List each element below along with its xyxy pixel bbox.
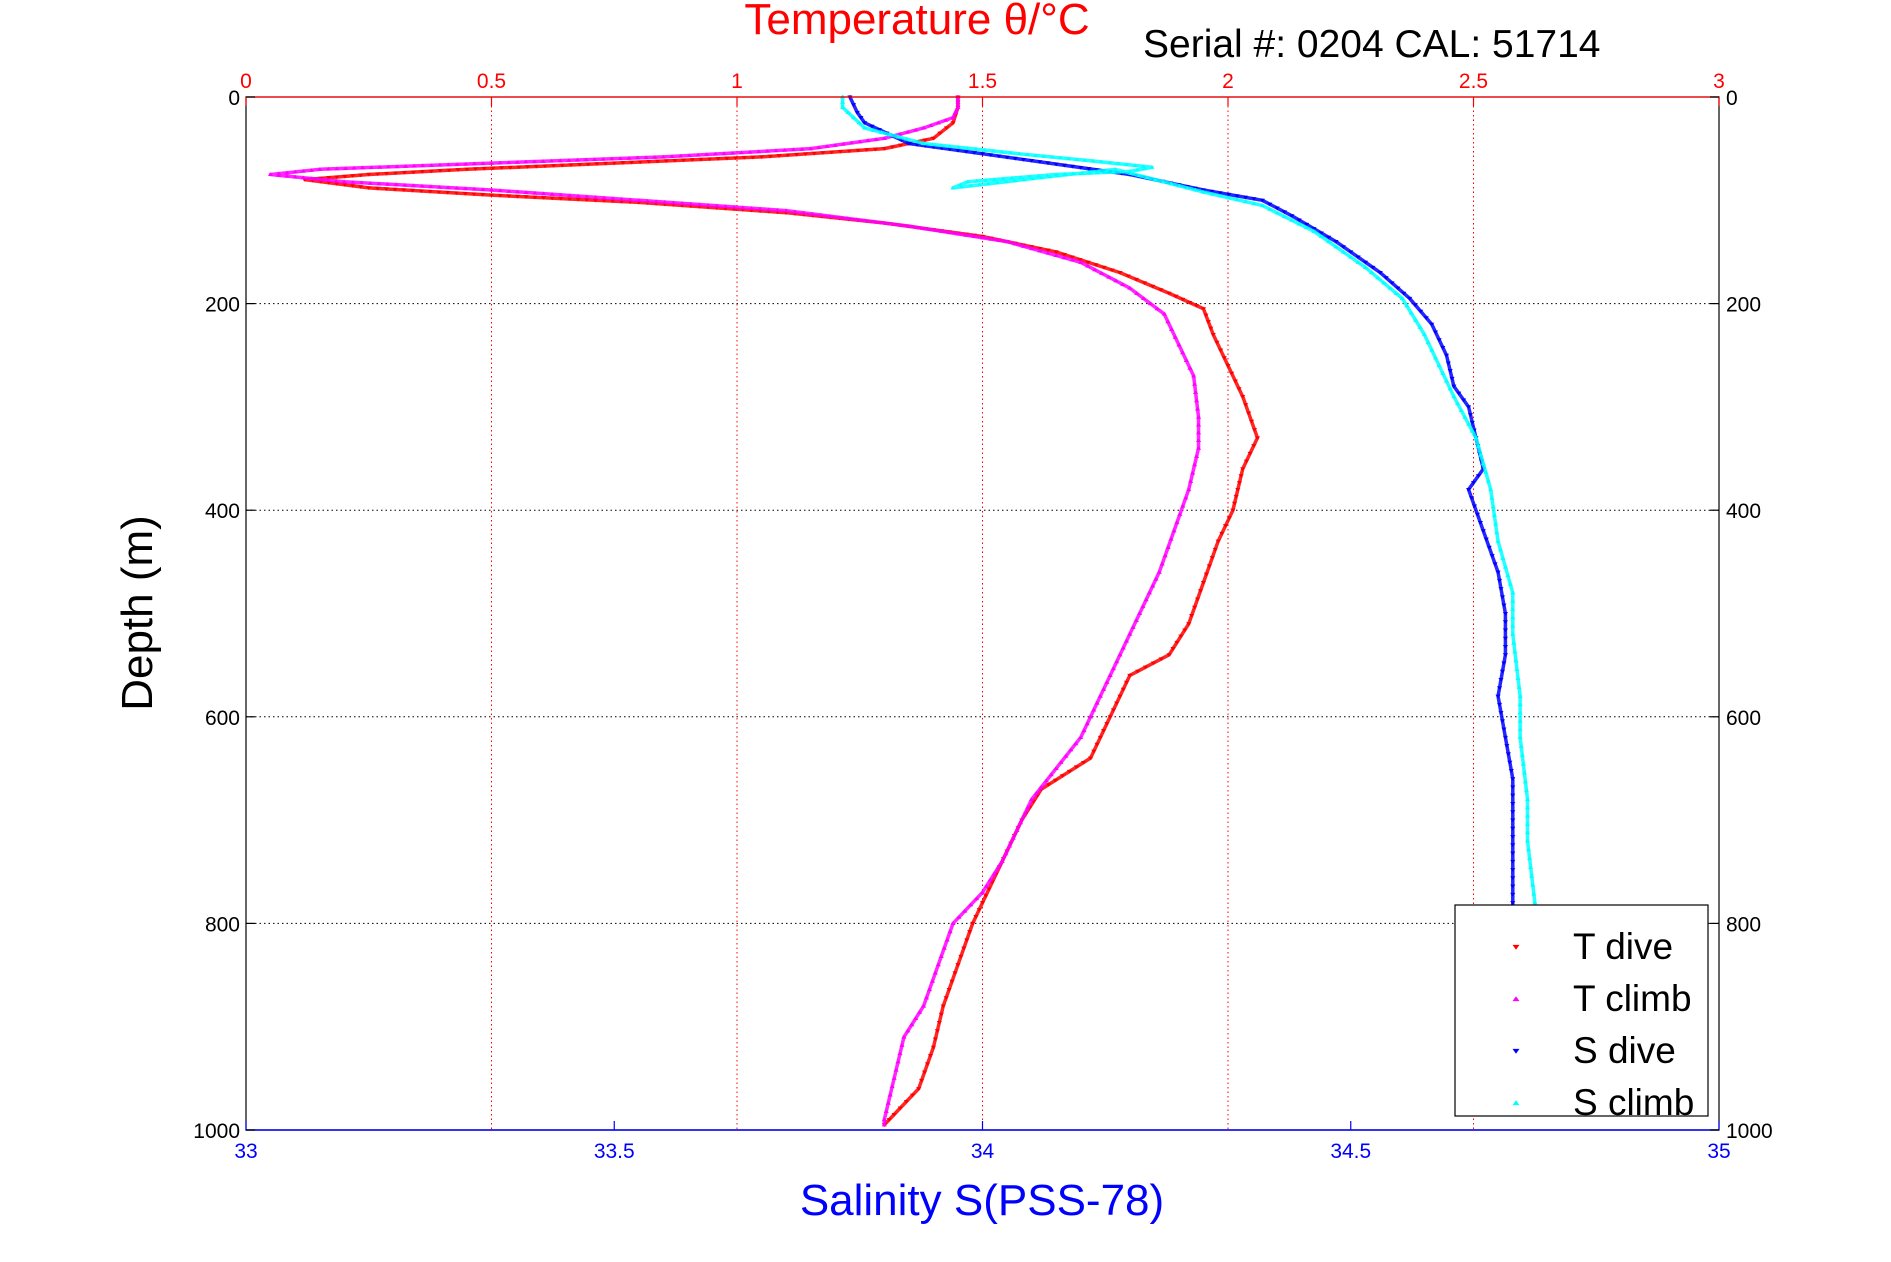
salinity-tick-label: 35 — [1707, 1140, 1730, 1163]
temperature-tick-label: 3 — [1713, 70, 1725, 93]
temperature-tick-label: 0 — [240, 70, 252, 93]
depth-tick-label-right: 0 — [1726, 87, 1738, 110]
temperature-tick-label: 2.5 — [1459, 70, 1488, 93]
legend-label: S dive — [1573, 1030, 1676, 1071]
salinity-tick-label: 33.5 — [594, 1140, 635, 1163]
depth-tick-label-right: 1000 — [1726, 1120, 1773, 1143]
series-line — [268, 95, 1201, 1127]
depth-tick-label-left: 400 — [205, 500, 240, 523]
depth-tick-label-right: 800 — [1726, 913, 1761, 936]
legend-label: T climb — [1573, 978, 1692, 1019]
serial-annotation: Serial #: 0204 CAL: 51714 — [1143, 23, 1601, 66]
y-axis-title: Depth (m) — [113, 515, 162, 711]
top-axis-title: Temperature θ/°C — [744, 0, 1089, 44]
depth-tick-label-right: 200 — [1726, 294, 1761, 317]
series-layer — [267, 94, 1538, 1127]
depth-tick-label-right: 400 — [1726, 500, 1761, 523]
legend-marker — [1512, 996, 1520, 1002]
temperature-tick-label: 2 — [1222, 70, 1234, 93]
series-t-climb — [267, 94, 1202, 1127]
temperature-tick-label: 1.5 — [968, 70, 997, 93]
series-s-climb — [839, 94, 1538, 905]
bottom-axis-title: Salinity S(PSS-78) — [800, 1176, 1164, 1225]
salinity-tick-label: 34 — [971, 1140, 995, 1163]
depth-tick-label-left: 200 — [205, 294, 240, 317]
legend-marker — [1512, 1048, 1520, 1054]
legend-label: T dive — [1573, 926, 1673, 967]
salinity-tick-label: 34.5 — [1330, 1140, 1371, 1163]
temperature-tick-label: 0.5 — [477, 70, 506, 93]
depth-tick-label-left: 800 — [205, 913, 240, 936]
depth-tick-label-left: 1000 — [193, 1120, 240, 1143]
depth-tick-label-left: 0 — [228, 87, 240, 110]
legend-label: S climb — [1573, 1082, 1694, 1123]
depth-tick-label-right: 600 — [1726, 707, 1761, 730]
legend-marker — [1512, 944, 1520, 950]
tick-marks — [245, 96, 1720, 1131]
depth-tick-label-left: 600 — [205, 707, 240, 730]
temperature-tick-label: 1 — [731, 70, 743, 93]
legend: T dive T climb S dive S climb — [1454, 904, 1709, 1123]
salinity-tick-label: 33 — [234, 1140, 257, 1163]
legend-marker — [1512, 1100, 1520, 1106]
legend-box — [1454, 904, 1709, 1117]
